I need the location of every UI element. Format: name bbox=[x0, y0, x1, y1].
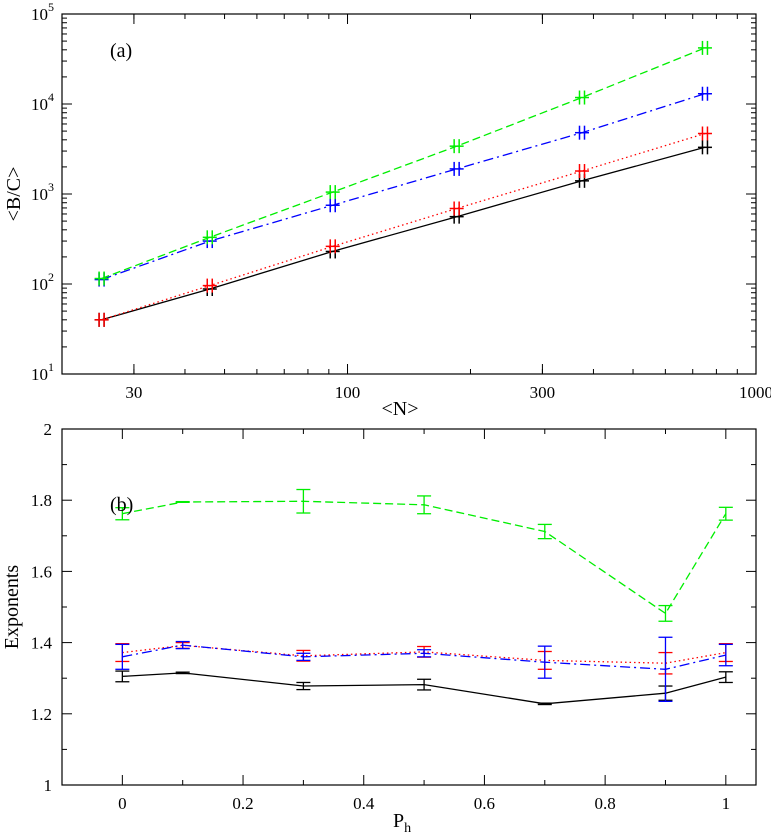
panel-a-y-tick-exp: 4 bbox=[48, 90, 54, 104]
panel-b-y-title: Exponents bbox=[1, 565, 23, 650]
panel-a-y-tick-base: 10 bbox=[31, 275, 48, 294]
panel-b-series-blue-errorbar bbox=[417, 649, 432, 658]
panel-b-ticks: 0 0.2 0.4 0.6 0.8 1 1 1.2 1.4 1.6 1.8 2 bbox=[31, 420, 756, 813]
panel-a-series-green-point bbox=[697, 40, 712, 55]
panel-a-series-red-line bbox=[101, 132, 706, 321]
panel-a-y-tick-label: 103 bbox=[31, 180, 54, 204]
panel-a-frame bbox=[61, 13, 757, 375]
panel-a-series-red-point bbox=[325, 239, 340, 254]
panel-a-y-tick-label: 104 bbox=[31, 90, 54, 114]
panel-b-x-tick-label: 0.4 bbox=[353, 794, 375, 813]
panel-b-x-title-main: P bbox=[393, 810, 404, 832]
panel-b-x-tick-label: 0.6 bbox=[474, 794, 495, 813]
panel-b-series-green-errorbar bbox=[537, 523, 552, 540]
panel-b-y-tick-label: 2 bbox=[44, 420, 53, 439]
panel-a-y-tick-label: 101 bbox=[31, 360, 54, 384]
panel-b-y-tick-label: 1.2 bbox=[31, 705, 52, 724]
panel-a-series-red-point bbox=[94, 312, 109, 327]
panel-b-y-tick-label: 1.8 bbox=[31, 491, 52, 510]
panel-a-series-blue-point bbox=[325, 198, 340, 213]
panel-a-series-black-point bbox=[574, 173, 589, 188]
panel-b-series-black-errorbar bbox=[296, 681, 311, 691]
panel-a-series-blue-point bbox=[574, 125, 589, 140]
panel-a-series-green-point bbox=[325, 185, 340, 200]
panel-b: 0 0.2 0.4 0.6 0.8 1 1 1.2 1.4 1.6 1.8 2 (b) Ph Expo… bbox=[1, 420, 757, 836]
panel-b-label: (b) bbox=[110, 494, 133, 516]
panel-a-y-tick-exp: 5 bbox=[48, 0, 54, 14]
panel-b-x-title: Ph bbox=[393, 810, 411, 836]
panel-a-y-tick-exp: 2 bbox=[48, 270, 54, 284]
panel-a-series-blue-point bbox=[94, 272, 109, 287]
panel-b-series-black-errorbar bbox=[115, 670, 130, 683]
panel-a-series bbox=[94, 40, 712, 327]
panel-b-series-green-errorbar bbox=[718, 506, 733, 521]
panel-a-x-tick-label: 1000 bbox=[739, 383, 771, 402]
panel-a-x-title: <N> bbox=[381, 398, 418, 420]
panel-a-series-green-point bbox=[574, 90, 589, 105]
panel-a-y-tick-label: 105 bbox=[31, 0, 54, 24]
panel-b-series-green-errorbar bbox=[175, 500, 190, 503]
panel-b-series-blue-errorbar bbox=[537, 645, 552, 679]
panel-b-series-blue-errorbar bbox=[115, 643, 130, 670]
panel-a-series-green-point bbox=[94, 271, 109, 286]
panel-a-series-green-line bbox=[101, 47, 706, 280]
panel-b-series-green-errorbar bbox=[296, 488, 311, 514]
panel-a-series-red-point bbox=[449, 201, 464, 216]
panel-b-series-blue-errorbar bbox=[718, 643, 733, 667]
panel-a-series-black-line bbox=[101, 146, 706, 321]
panel-a-x-tick-label: 300 bbox=[530, 383, 556, 402]
panel-a-series-blue-line bbox=[101, 93, 706, 281]
panel-b-series-black-errorbar bbox=[718, 671, 733, 684]
panel-b-frame bbox=[61, 428, 757, 786]
panel-a-series-blue-point bbox=[449, 161, 464, 176]
panel-a-series-red-point bbox=[574, 164, 589, 179]
panel-b-x-title-sub: h bbox=[404, 821, 411, 836]
panel-b-series-blue-errorbar bbox=[658, 636, 673, 702]
panel-b-x-tick-label: 0 bbox=[118, 794, 127, 813]
panel-a-series-green-point bbox=[449, 139, 464, 154]
panel-b-x-tick-label: 0.2 bbox=[232, 794, 253, 813]
panel-a-x-tick-label: 100 bbox=[335, 383, 361, 402]
panel-a-y-tick-base: 10 bbox=[31, 5, 48, 24]
panel-a-series-black-point bbox=[449, 209, 464, 224]
panel-b-series-green-errorbar bbox=[115, 507, 130, 521]
panel-a-y-tick-exp: 1 bbox=[48, 360, 54, 374]
panel-b-y-tick-label: 1 bbox=[44, 776, 53, 795]
panel-b-series-green-errorbar bbox=[658, 604, 673, 622]
panel-b-y-tick-label: 1.6 bbox=[31, 562, 52, 581]
panel-b-x-tick-label: 0.8 bbox=[595, 794, 616, 813]
panel-a-y-tick-base: 10 bbox=[31, 185, 48, 204]
panel-a-series-black-point bbox=[697, 140, 712, 155]
panel-b-series-blue-errorbar bbox=[175, 640, 190, 650]
panel-b-y-tick-label: 1.4 bbox=[31, 634, 53, 653]
panel-b-series bbox=[115, 488, 733, 706]
panel-a-y-tick-base: 10 bbox=[31, 365, 48, 384]
panel-a-y-tick-exp: 3 bbox=[48, 180, 54, 194]
panel-a-series-red-point bbox=[202, 278, 217, 293]
panel-b-series-black-errorbar bbox=[417, 678, 432, 691]
panel-a-y-tick-base: 10 bbox=[31, 95, 48, 114]
panel-b-series-blue-errorbar bbox=[296, 652, 311, 662]
panel-a-x-tick-label: 30 bbox=[125, 383, 142, 402]
panel-a-label: (a) bbox=[110, 40, 132, 62]
panel-a-y-title: <B/C> bbox=[3, 167, 25, 222]
panel-b-series-black-errorbar bbox=[537, 702, 552, 706]
panel-a-series-red-point bbox=[697, 126, 712, 141]
panel-a-y-tick-label: 102 bbox=[31, 270, 54, 294]
panel-b-series-green-line bbox=[122, 500, 727, 615]
panel-a-series-black-point bbox=[202, 281, 217, 296]
panel-a-series-green-point bbox=[202, 230, 217, 245]
panel-b-x-tick-label: 1 bbox=[722, 794, 731, 813]
panel-b-series-green-errorbar bbox=[417, 495, 432, 515]
panel-a-series-blue-point bbox=[697, 86, 712, 101]
panel-b-series-black-errorbar bbox=[175, 671, 190, 675]
